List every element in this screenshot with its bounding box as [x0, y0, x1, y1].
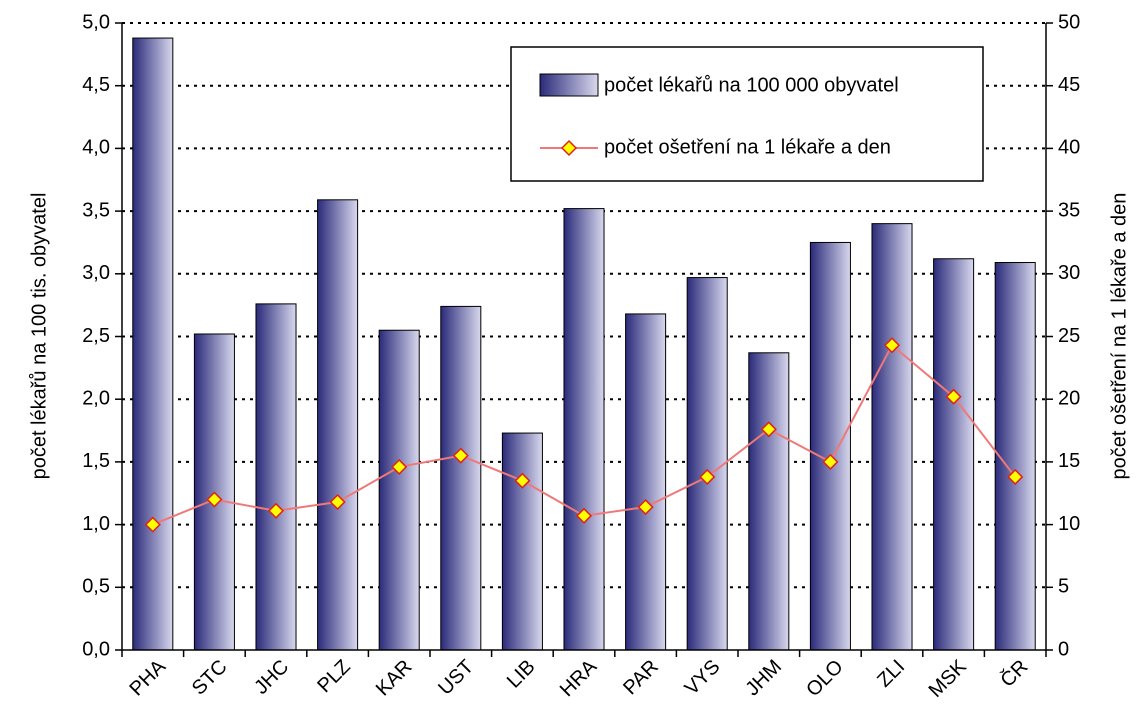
legend-box — [510, 46, 984, 182]
y-tick-label: 1,5 — [82, 450, 110, 472]
y2-tick-label: 20 — [1058, 387, 1080, 409]
y2-tick-label: 50 — [1058, 11, 1080, 33]
bar — [748, 352, 790, 651]
line-marker — [575, 507, 593, 524]
y-tick-label: 0,5 — [82, 576, 110, 598]
x-tick-label: MSK — [925, 655, 972, 702]
y-tick-label: 5,0 — [82, 11, 110, 33]
x-tick-label: HRA — [556, 655, 602, 701]
x-tick-label: KAR — [372, 656, 417, 701]
x-tick-label: PAR — [619, 656, 663, 700]
bar — [625, 313, 667, 651]
line-marker — [329, 493, 346, 511]
y2-tick-label: 45 — [1058, 74, 1080, 96]
x-tick-label: PHA — [125, 655, 170, 700]
bar — [255, 303, 297, 651]
x-tick-label: ZLI — [873, 656, 909, 692]
bar — [440, 305, 482, 651]
line-marker — [883, 337, 901, 354]
x-tick-label: PLZ — [313, 656, 354, 697]
bar — [994, 262, 1036, 651]
legend-label: počet ošetření na 1 lékaře a den — [604, 136, 891, 158]
bar — [317, 199, 359, 651]
line-marker — [637, 498, 654, 516]
x-tick-label: LIB — [503, 656, 540, 693]
x-tick-label: UST — [434, 656, 478, 700]
y2-tick-label: 5 — [1058, 576, 1069, 598]
y-axis-title: počet lékařů na 100 tis. obyvatel — [28, 193, 50, 480]
y2-tick-label: 15 — [1058, 450, 1080, 472]
y2-tick-label: 10 — [1058, 513, 1080, 535]
y-tick-label: 4,0 — [82, 137, 110, 159]
x-tick-label: JHC — [250, 656, 293, 699]
line-marker — [452, 447, 469, 464]
y2-tick-label: 40 — [1058, 137, 1080, 159]
bar — [563, 208, 605, 651]
bar — [501, 432, 543, 651]
x-tick-label: STC — [188, 656, 232, 700]
y-tick-label: 2,5 — [82, 325, 110, 347]
bar — [933, 258, 975, 651]
legend-swatch — [539, 73, 599, 97]
line-marker — [822, 453, 839, 470]
x-tick-label: VYS — [681, 656, 725, 700]
line-marker — [514, 472, 531, 489]
y2-tick-label: 0 — [1058, 638, 1069, 660]
line-marker — [144, 516, 161, 533]
bar — [686, 277, 728, 651]
bar — [809, 241, 851, 651]
line-marker — [1007, 468, 1024, 486]
bar — [378, 329, 420, 651]
legend-label: počet lékařů na 100 000 obyvatel — [604, 74, 899, 96]
y-tick-label: 1,0 — [82, 513, 110, 535]
bar — [871, 223, 913, 651]
y2-tick-label: 25 — [1058, 325, 1080, 347]
y-tick-label: 3,5 — [82, 199, 110, 221]
line-marker — [206, 491, 223, 508]
y2-axis-title: počet ošetření na 1 lékaře a den — [1108, 193, 1130, 480]
y-tick-label: 3,0 — [82, 262, 110, 284]
y-tick-label: 0,0 — [82, 638, 110, 660]
line-marker — [699, 468, 716, 486]
x-tick-label: ČR — [996, 655, 1033, 692]
line-marker — [391, 458, 408, 475]
line-marker — [945, 388, 962, 405]
line-marker — [267, 502, 285, 519]
y2-tick-label: 30 — [1058, 262, 1080, 284]
x-tick-label: OLO — [802, 656, 847, 701]
x-tick-label: JHM — [741, 656, 786, 701]
y-tick-label: 4,5 — [82, 74, 110, 96]
legend-marker — [560, 139, 578, 157]
line-marker — [760, 421, 777, 438]
bar — [132, 37, 174, 651]
y-tick-label: 2,0 — [82, 387, 110, 409]
y2-tick-label: 35 — [1058, 199, 1080, 221]
